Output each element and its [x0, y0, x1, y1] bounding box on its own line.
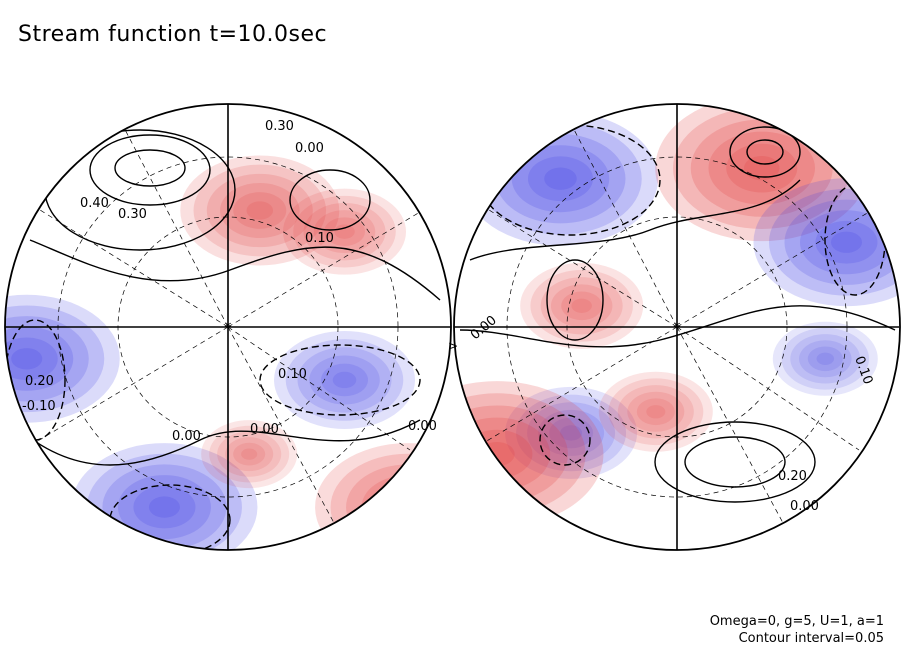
- field-shading: [217, 431, 282, 477]
- field-shading: [511, 145, 610, 213]
- left-hemisphere-fill: [5, 155, 451, 550]
- field-shading: [538, 409, 605, 456]
- field-shading: [799, 340, 852, 378]
- contour-label: -0.10: [22, 399, 56, 414]
- field-shading: [690, 119, 833, 217]
- field-shading: [5, 316, 89, 402]
- contour-label: 0.20: [778, 469, 807, 484]
- left-contour-labels: 0.40 0.30 0.30 0.00 0.10 -0.10 0.00 0.00…: [22, 119, 437, 444]
- field-shading: [608, 378, 704, 446]
- right-hemisphere: * 0.00 0.10 0.20 0.00: [453, 103, 901, 551]
- field-shading: [527, 402, 616, 464]
- field-shading: [233, 192, 287, 229]
- field-shading: [392, 496, 424, 518]
- field-shading: [303, 203, 386, 261]
- field-shading: [549, 417, 594, 449]
- field-shading: [133, 485, 196, 529]
- field-shading: [225, 437, 274, 472]
- contour-label: 0.30: [118, 207, 147, 222]
- field-shading: [246, 201, 274, 220]
- field-shading: [321, 363, 369, 397]
- field-shading: [283, 188, 407, 275]
- field-shading: [799, 210, 893, 275]
- field-shading: [743, 155, 780, 181]
- field-shading: [346, 464, 451, 550]
- field-shading: [274, 330, 416, 429]
- right-hemisphere-fill: [454, 104, 900, 528]
- field-shading: [309, 355, 380, 405]
- contour-label: 0.30: [265, 119, 294, 134]
- field-shading: [505, 386, 638, 479]
- field-shading: [781, 327, 870, 390]
- contour-label: 0.10: [278, 367, 307, 382]
- field-shading: [516, 394, 627, 472]
- field-shading: [560, 425, 583, 441]
- cusp-marker: >: [448, 339, 458, 353]
- field-shading: [206, 173, 313, 248]
- field-shading: [332, 371, 357, 389]
- field-shading: [361, 475, 451, 540]
- field-shading: [544, 167, 577, 190]
- field-shading: [790, 334, 861, 384]
- field-shading: [148, 496, 180, 518]
- field-shading: [772, 321, 878, 396]
- right-center-marker: *: [674, 320, 681, 336]
- field-shading: [807, 346, 843, 372]
- contour-label: 0.00: [468, 313, 500, 343]
- field-shading: [285, 339, 404, 421]
- contour-label: 0.20: [25, 374, 54, 389]
- field-shading: [636, 398, 675, 426]
- plot-title: Stream function t=10.0sec: [18, 22, 328, 47]
- field-shading: [550, 284, 613, 328]
- contour-label: 0.00: [295, 141, 324, 156]
- contour-label: 0.10: [305, 231, 334, 246]
- field-shading: [646, 405, 666, 419]
- field-shading: [5, 326, 74, 391]
- field-shading: [334, 224, 355, 239]
- field-shading: [454, 393, 586, 515]
- field-shading: [816, 352, 835, 365]
- contour-label: 0.00: [250, 422, 279, 437]
- parameter-line-1: Omega=0, g=5, U=1, a=1: [709, 614, 884, 629]
- field-shading: [571, 298, 592, 313]
- field-shading: [209, 425, 290, 483]
- field-shading: [454, 381, 604, 528]
- field-shading: [324, 217, 366, 247]
- field-shading: [815, 220, 878, 264]
- field-shading: [530, 269, 633, 342]
- field-shading: [479, 441, 515, 467]
- parameter-info: Omega=0, g=5, U=1, a=1 Contour interval=…: [710, 613, 884, 647]
- left-center-marker: *: [225, 320, 232, 336]
- parameter-line-2: Contour interval=0.05: [738, 631, 884, 646]
- contour-label: 0.00: [408, 419, 437, 434]
- field-shading: [5, 337, 58, 381]
- field-shading: [377, 485, 440, 529]
- field-shading: [241, 448, 258, 460]
- field-shading: [561, 291, 603, 321]
- contour-label: 0.40: [80, 196, 109, 211]
- field-shading: [313, 210, 376, 254]
- contour-label: 0.00: [172, 429, 201, 444]
- contour-label: 0.00: [790, 499, 819, 514]
- field-shading: [708, 131, 815, 205]
- field-shading: [297, 347, 392, 413]
- field-shading: [220, 182, 300, 238]
- field-shading: [117, 475, 211, 540]
- field-shading: [180, 155, 340, 266]
- field-shading: [233, 442, 266, 466]
- field-shading: [617, 385, 694, 439]
- field-shading: [830, 231, 862, 253]
- field-shading: [726, 143, 798, 193]
- field-shading: [627, 391, 685, 432]
- field-shading: [293, 195, 396, 268]
- field-shading: [11, 348, 43, 370]
- left-hemisphere: * 0.40 0.30 0.30 0.00 0.10 -0.10 0.00 0.…: [4, 103, 452, 551]
